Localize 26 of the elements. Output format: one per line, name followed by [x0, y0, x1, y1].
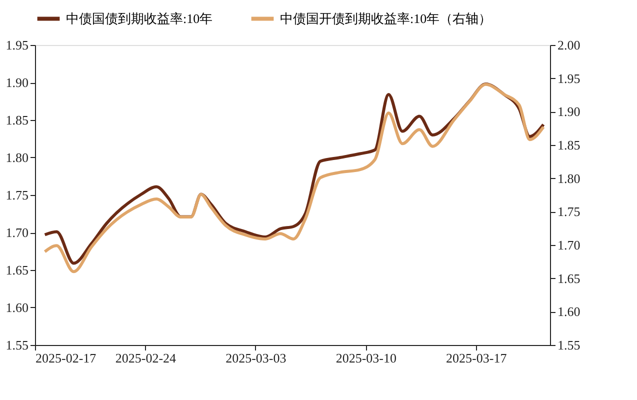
y2-tick-label: 1.80: [558, 170, 580, 186]
y-tick-label: 1.60: [6, 300, 28, 315]
y2-tick-label: 1.65: [558, 270, 580, 286]
y2-tick-label: 1.70: [558, 238, 580, 252]
y2-tick-label: 1.85: [558, 138, 580, 152]
legend-label: 中债国开债到期收益率:10年（右轴）: [280, 10, 492, 26]
y-tick-label: 1.85: [6, 112, 28, 128]
y2-tick-label: 1.55: [558, 338, 580, 352]
x-tick-label: 2025-03-17: [446, 350, 508, 366]
y-tick-label: 1.70: [6, 225, 28, 240]
x-tick-label: 2025-02-24: [115, 350, 177, 366]
y-tick-label: 1.55: [6, 338, 28, 352]
y2-tick-label: 1.75: [558, 204, 580, 220]
x-tick-label: 2025-03-10: [336, 350, 396, 366]
y2-tick-label: 2.00: [558, 38, 580, 52]
x-tick-label: 2025-02-17: [36, 350, 97, 366]
y-tick-label: 1.65: [6, 262, 28, 278]
y-tick-label: 1.80: [6, 150, 28, 165]
y-tick-label: 1.95: [6, 38, 28, 52]
legend-label: 中债国债到期收益率:10年: [66, 10, 213, 26]
y2-tick-label: 1.60: [558, 304, 580, 320]
x-tick-label: 2025-03-03: [226, 350, 286, 366]
y-tick-label: 1.90: [6, 75, 28, 90]
y2-tick-label: 1.90: [558, 104, 580, 120]
y-tick-label: 1.75: [6, 188, 28, 202]
y2-tick-label: 1.95: [558, 70, 580, 86]
